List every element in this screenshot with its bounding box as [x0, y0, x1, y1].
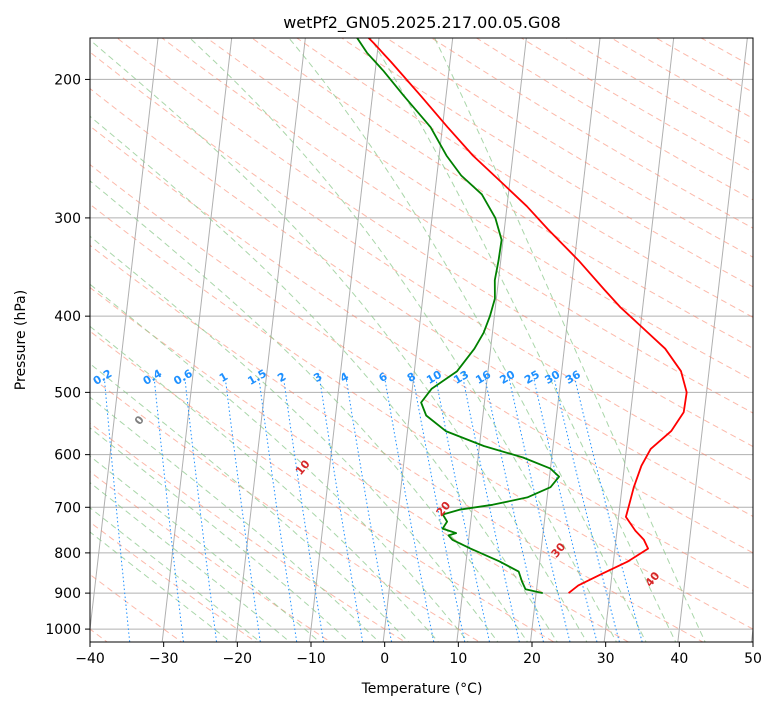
mixing-ratio-line: [283, 378, 325, 642]
y-tick-label: 300: [54, 211, 81, 227]
y-axis-title: Pressure (hPa): [13, 290, 29, 390]
isotherm-line: [530, 38, 601, 642]
y-tick-label: 700: [54, 500, 81, 516]
mixing-ratio-line: [533, 378, 598, 642]
x-tick-label: 10: [449, 651, 467, 667]
dry-adiabat-line: [385, 38, 753, 258]
y-tick-label: 500: [54, 385, 81, 401]
x-tick-label: 20: [523, 651, 541, 667]
mixing-ratio-line: [184, 378, 218, 642]
moist-adiabat-line: [90, 283, 469, 642]
plot-frame: [89, 37, 754, 643]
series-layer: [356, 38, 688, 594]
moist-adiabat-line: [90, 481, 291, 642]
mixing-ratio-line: [412, 378, 466, 642]
x-tick-label: 40: [670, 651, 688, 667]
dry-adiabat-line: [90, 87, 753, 517]
moist-adiabat-line: [90, 115, 558, 642]
isotherm-layer: [90, 38, 753, 642]
mixing-ratio-line: [435, 378, 491, 642]
x-tick-label: 50: [744, 651, 762, 667]
dry-adiabat-line: [90, 330, 555, 642]
y-axis-ticks: 1002003004005006007008009001000: [45, 72, 90, 638]
mixing-ratio-line: [258, 378, 298, 642]
dry-adiabat-line: [475, 38, 753, 201]
mixing-ratio-line: [224, 378, 261, 642]
moist-adiabat-line: [90, 325, 440, 642]
dry-adiabat-line: [90, 286, 630, 642]
dry-adiabat-line: [161, 38, 753, 414]
moist-adiabat-line: [90, 531, 232, 642]
isotherm-line: [456, 38, 527, 642]
y-tick-label: 1000: [45, 622, 81, 638]
x-tick-label: −10: [296, 651, 326, 667]
dry-adiabat-line: [116, 38, 753, 448]
isotherm-line: [309, 38, 380, 642]
dry-adiabat-layer: [90, 38, 753, 642]
isotherm-line: [161, 38, 233, 642]
y-tick-label: 600: [54, 448, 81, 464]
x-tick-label: 30: [597, 651, 615, 667]
mixing-ratio-line: [553, 378, 620, 642]
x-axis-title: Temperature (°C): [361, 681, 483, 697]
x-tick-label: −30: [149, 651, 179, 667]
moist-adiabat-line: [90, 507, 261, 642]
mixing-ratio-line: [345, 378, 393, 642]
x-axis-ticks: −40 −30 −20 −10 0 10 20 30 40 50: [75, 642, 762, 667]
moist-adiabat-line: [369, 38, 677, 642]
dry-adiabat-line: [90, 51, 753, 482]
isotherm-line: [90, 38, 159, 634]
dry-adiabat-line: [206, 38, 753, 381]
isotherm-line: [382, 38, 454, 642]
mixing-ratio-line: [153, 378, 184, 642]
x-tick-label: 0: [380, 651, 389, 667]
moist-adiabat-line: [90, 235, 499, 642]
moist-adiabat-line: [189, 38, 618, 642]
dry-adiabat-line: [90, 125, 753, 554]
isotherm-line: [235, 38, 306, 642]
moist-adiabat-line: [90, 455, 321, 642]
moist-adiabat-line: [288, 38, 647, 642]
mixing-ratio-layer: [103, 378, 643, 642]
isotherm-line: [603, 38, 675, 642]
mixing-ratio-line: [574, 378, 643, 642]
mixing-ratio-line: [508, 378, 571, 642]
moist-adiabat-line: [90, 39, 588, 642]
dewpoint-line: [356, 38, 560, 594]
mixing-ratio-line: [484, 378, 544, 642]
temperature-line: [367, 38, 688, 594]
y-tick-label: 800: [54, 546, 81, 562]
dry-adiabat-line: [90, 422, 406, 642]
plot-area: -100-90-80-70-60-50-40-30-20-10010203040…: [90, 38, 753, 642]
moist-adiabat-line: [90, 363, 410, 642]
dry-adiabat-line: [90, 471, 332, 642]
y-tick-label: 900: [54, 586, 81, 602]
y-tick-label: 200: [54, 72, 81, 88]
x-tick-label: −40: [75, 651, 105, 667]
x-tick-label: −20: [223, 651, 253, 667]
chart-title: wetPf2_GN05.2025.217.00.05.G08: [283, 13, 561, 33]
isotherm-line: [677, 38, 748, 642]
y-tick-label: 400: [54, 309, 81, 325]
mixing-ratio-line: [319, 378, 364, 642]
mixing-ratio-line: [103, 378, 131, 642]
mixing-ratio-line: [462, 378, 520, 642]
dry-adiabat-line: [340, 38, 753, 288]
moist-adiabat-line: [90, 180, 529, 642]
mixing-ratio-line: [384, 378, 435, 642]
